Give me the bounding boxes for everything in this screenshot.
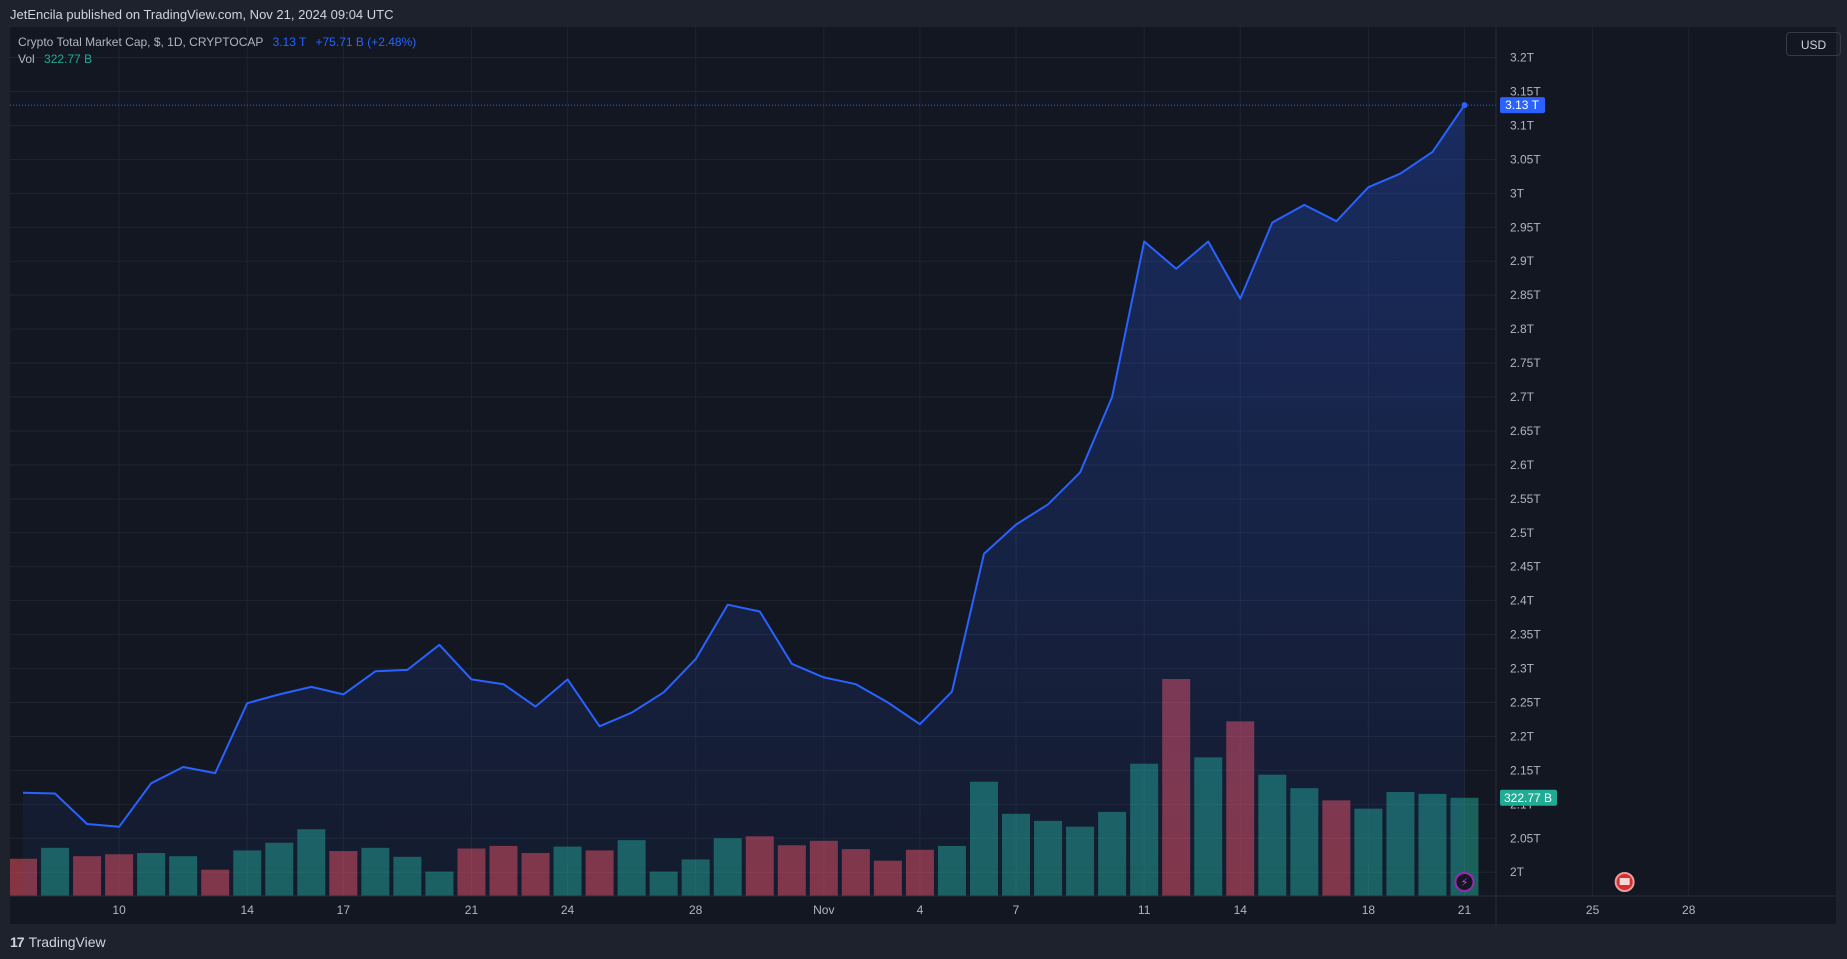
y-tick-label: 2.6T xyxy=(1510,458,1535,472)
symbol-label[interactable]: Crypto Total Market Cap, $, 1D, CRYPTOCA… xyxy=(18,35,264,49)
y-tick-label: 2T xyxy=(1510,865,1525,879)
y-tick-label: 2.8T xyxy=(1510,322,1535,336)
published-by-text: JetEncila published on TradingView.com, … xyxy=(10,7,394,22)
price-volume-chart[interactable]: 2T2.05T2.1T2.15T2.2T2.25T2.3T2.35T2.4T2.… xyxy=(10,27,1836,924)
price-badge-label: 3.13 T xyxy=(1505,98,1539,112)
currency-button[interactable]: USD xyxy=(1786,32,1841,56)
y-tick-label: 2.65T xyxy=(1510,424,1541,438)
x-tick-label: 7 xyxy=(1013,903,1020,917)
y-tick-label: 2.5T xyxy=(1510,526,1535,540)
y-tick-label: 2.85T xyxy=(1510,288,1541,302)
x-tick-label: 28 xyxy=(689,903,703,917)
lightning-event-icon xyxy=(1454,872,1475,892)
y-tick-label: 3.1T xyxy=(1510,118,1535,132)
last-price-dot xyxy=(1461,102,1468,109)
price-badge xyxy=(1500,97,1545,114)
x-tick-label: 25 xyxy=(1586,903,1600,917)
volume-value: 322.77 B xyxy=(44,52,93,66)
price-line xyxy=(22,104,1466,828)
header-bar: JetEncila published on TradingView.com, … xyxy=(0,0,1847,27)
x-tick-label: 17 xyxy=(337,903,351,917)
lightning-glyph: ⚡ xyxy=(1461,876,1469,889)
y-tick-label: 2.15T xyxy=(1510,763,1541,777)
x-tick-label: 14 xyxy=(241,903,255,917)
y-tick-label: 3.05T xyxy=(1510,152,1541,166)
volume-label[interactable]: Vol xyxy=(18,52,35,66)
x-tick-label: 21 xyxy=(1458,903,1472,917)
price-change-value: +75.71 B (+2.48%) xyxy=(315,35,417,49)
last-price-value: 3.13 T xyxy=(272,35,307,49)
x-tick-label: 18 xyxy=(1362,903,1376,917)
y-tick-label: 2.9T xyxy=(1510,254,1535,268)
y-tick-label: 2.35T xyxy=(1510,628,1541,642)
footer-bar: 17 TradingView xyxy=(0,924,1847,959)
x-tick-label: 4 xyxy=(917,903,924,917)
y-tick-label: 2.95T xyxy=(1510,220,1541,234)
tradingview-logo[interactable]: 17 TradingView xyxy=(10,934,106,950)
y-tick-label: 3.15T xyxy=(1510,84,1541,98)
y-tick-label: 2.7T xyxy=(1510,390,1535,404)
y-tick-label: 2.45T xyxy=(1510,560,1541,574)
chart-legend: Crypto Total Market Cap, $, 1D, CRYPTOCA… xyxy=(18,34,416,68)
x-tick-label: 14 xyxy=(1234,903,1248,917)
price-area-fill xyxy=(23,105,1465,897)
volume-badge-label: 322.77 B xyxy=(1504,791,1552,805)
y-tick-label: 2.25T xyxy=(1510,696,1541,710)
x-tick-label: 24 xyxy=(561,903,575,917)
y-tick-label: 2.55T xyxy=(1510,492,1541,506)
x-tick-label: 10 xyxy=(112,903,126,917)
y-tick-label: 2.2T xyxy=(1510,729,1535,743)
y-tick-label: 2.4T xyxy=(1510,594,1535,608)
y-tick-label: 2.75T xyxy=(1510,356,1541,370)
y-tick-label: 2.3T xyxy=(1510,662,1535,676)
y-tick-label: 3.2T xyxy=(1510,51,1535,65)
y-tick-label: 3T xyxy=(1510,186,1525,200)
x-tick-label: 21 xyxy=(465,903,479,917)
x-tick-label: 28 xyxy=(1682,903,1696,917)
volume-badge xyxy=(1500,789,1557,806)
x-tick-label: Nov xyxy=(813,903,834,917)
us-flag-stripe xyxy=(1619,878,1630,885)
x-tick-label: 11 xyxy=(1138,903,1151,917)
tradingview-logo-text: TradingView xyxy=(28,934,106,950)
y-tick-label: 2.05T xyxy=(1510,831,1541,845)
tradingview-logo-icon: 17 xyxy=(10,934,25,950)
chart-area[interactable]: 2T2.05T2.1T2.15T2.2T2.25T2.3T2.35T2.4T2.… xyxy=(10,27,1841,924)
